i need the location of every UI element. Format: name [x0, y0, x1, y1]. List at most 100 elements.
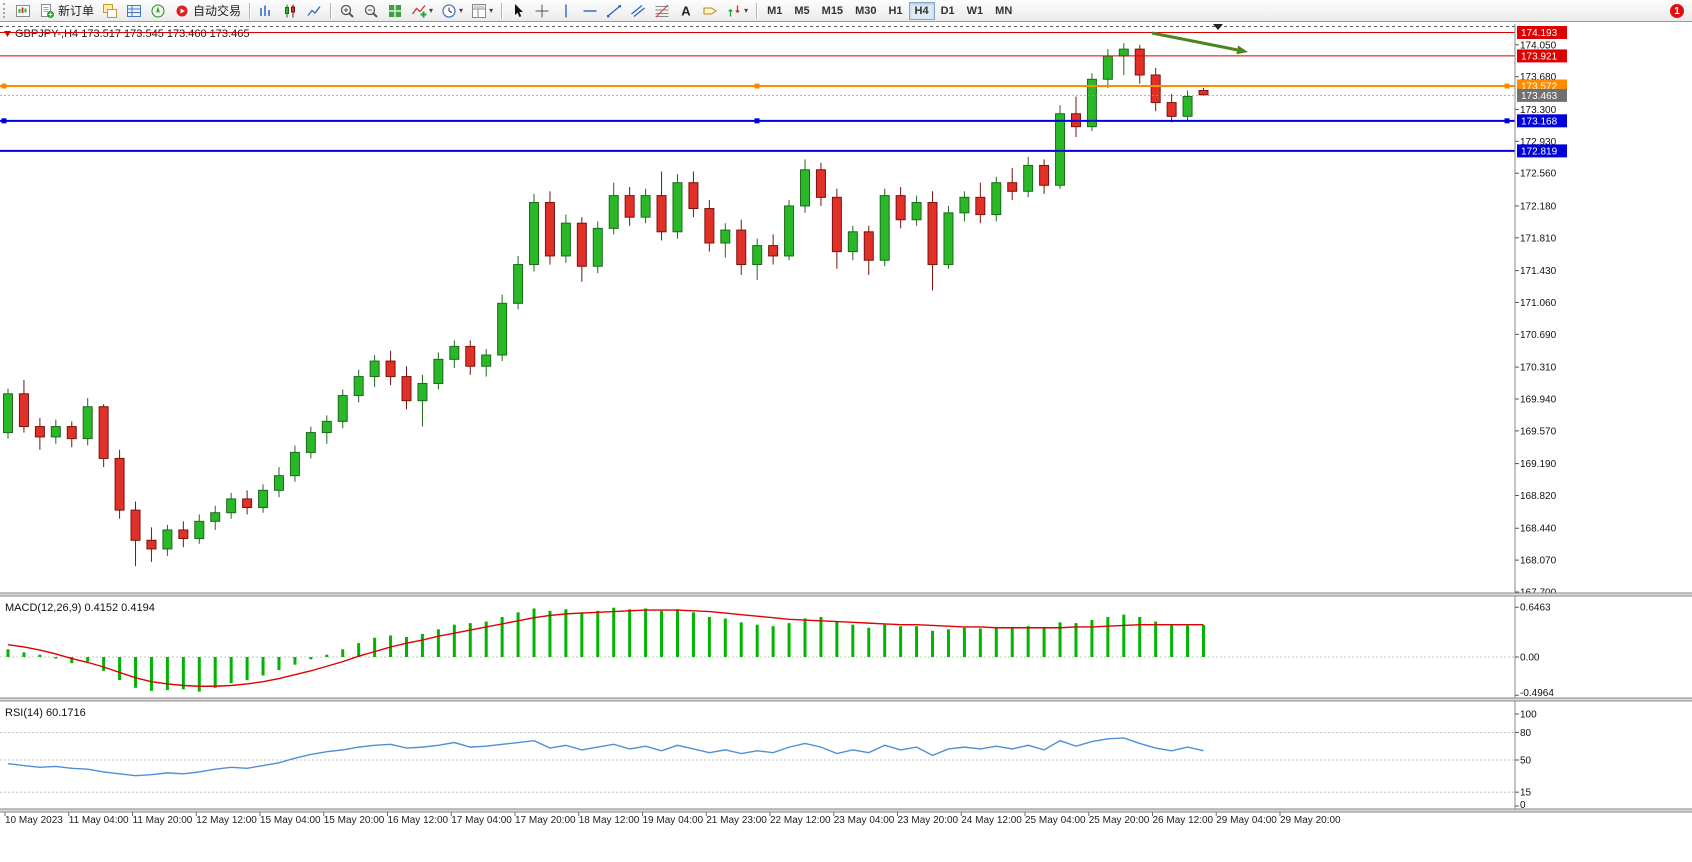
macd-panel: MACD(12,26,9) 0.4152 0.4194 [0, 602, 1515, 692]
fibonacci-button[interactable] [650, 1, 674, 21]
candle-body [417, 382, 428, 402]
charts-cascade-button[interactable] [98, 1, 122, 21]
price-axis-label: 173.680 [1520, 72, 1557, 83]
macd-histogram-bar [213, 657, 217, 688]
periods-button[interactable]: ▾ [437, 1, 467, 21]
macd-histogram-bar [500, 616, 504, 657]
rsi-scale-label: 0 [1520, 800, 1526, 811]
time-axis-label: 25 May 04:00 [1025, 815, 1086, 826]
candle-body [863, 231, 874, 261]
candlestick-chart-button[interactable] [278, 1, 302, 21]
bar-chart-button[interactable] [254, 1, 278, 21]
timeframe-button-h4[interactable]: H4 [908, 1, 935, 20]
navigator-button[interactable] [146, 1, 170, 21]
timeframe-button-m30[interactable]: M30 [849, 2, 882, 20]
macd-histogram-bar [325, 654, 329, 657]
trendline-button[interactable] [602, 1, 626, 21]
tile-windows-button[interactable] [383, 1, 407, 21]
candle-body [513, 264, 524, 304]
price-axis-label: 171.430 [1520, 266, 1557, 277]
horizontal-line-button[interactable] [578, 1, 602, 21]
macd-histogram-bar [755, 624, 759, 657]
zoom-out-button[interactable] [359, 1, 383, 21]
macd-histogram-bar [915, 626, 919, 657]
macd-histogram-bar [149, 657, 153, 691]
equidistant-channel-button[interactable] [626, 1, 650, 21]
candle-body [178, 529, 189, 540]
rsi-scale-label: 15 [1520, 788, 1532, 799]
macd-histogram-bar [580, 612, 584, 657]
crosshair-button[interactable] [530, 1, 554, 21]
candle-body [98, 406, 109, 459]
toolbar-grip[interactable] [3, 3, 8, 18]
time-axis[interactable]: 10 May 2023 11 May 04:00 11 May 20:00 12 Ma… [4, 812, 1341, 826]
line-handle[interactable] [1, 118, 7, 124]
panel-separator[interactable] [0, 593, 1692, 596]
time-axis-label: 29 May 04:00 [1216, 815, 1277, 826]
candle-body [433, 358, 444, 384]
vertical-line-button[interactable] [554, 1, 578, 21]
text-label-button[interactable] [698, 1, 722, 21]
price-tag-label: 173.168 [1521, 116, 1558, 127]
panel-separator[interactable] [0, 809, 1692, 812]
autotrading-label: 自动交易 [193, 4, 242, 18]
indicators-button[interactable]: ▾ [407, 1, 437, 21]
trend-arrow-object[interactable] [1151, 31, 1238, 52]
line-handle[interactable] [754, 83, 760, 89]
line-chart-button[interactable] [302, 1, 326, 21]
time-axis-label: 17 May 20:00 [515, 815, 576, 826]
candle-body [321, 420, 332, 434]
macd-histogram-bar [1042, 627, 1046, 657]
price-tag-label: 172.819 [1521, 146, 1558, 157]
timeframe-button-m1[interactable]: M1 [761, 2, 788, 20]
candle-body [465, 345, 476, 367]
arrows-button[interactable]: ▾ [722, 1, 752, 21]
macd-histogram-bar [229, 657, 233, 684]
text-button[interactable]: A [674, 1, 698, 21]
candle-body [672, 182, 683, 233]
macd-histogram-bar [102, 657, 106, 671]
candle-body [1023, 164, 1034, 192]
candle-body [3, 393, 13, 434]
new-chart-button[interactable] [11, 1, 35, 21]
panel-separator[interactable] [0, 698, 1692, 701]
chart-canvas[interactable]: GBPJPY-,H4 173.517 173.545 173.460 173.4… [0, 22, 1692, 862]
title-marker-icon [4, 31, 11, 37]
crosshair-icon [534, 3, 550, 19]
macd-scale-label: -0.4964 [1520, 688, 1554, 699]
line-handle[interactable] [754, 118, 760, 124]
timeframe-button-d1[interactable]: D1 [935, 2, 961, 20]
macd-histogram-bar [739, 622, 743, 657]
templates-button[interactable]: ▾ [467, 1, 497, 21]
zoom-in-button[interactable] [335, 1, 359, 21]
timeframe-button-m5[interactable]: M5 [788, 2, 815, 20]
price-axis[interactable]: 174.050 173.680 173.300 172.930 172.560 172.1… [1514, 24, 1567, 812]
timeframe-button-mn[interactable]: MN [989, 2, 1018, 20]
line-handle[interactable] [1, 83, 7, 89]
cursor-button[interactable] [506, 1, 530, 21]
macd-histogram-bar [835, 621, 839, 657]
candle-body [1086, 78, 1097, 128]
cursor-icon [510, 3, 526, 19]
macd-histogram-bar [771, 626, 775, 657]
macd-histogram-bar [1138, 616, 1142, 657]
candle-body [82, 406, 93, 440]
line-handle[interactable] [1504, 118, 1510, 124]
candle-body [114, 457, 125, 511]
timeframe-button-h1[interactable]: H1 [882, 2, 908, 20]
time-axis-label: 22 May 12:00 [770, 815, 831, 826]
line-handle[interactable] [1504, 83, 1510, 89]
dropdown-arrow-icon: ▾ [459, 6, 464, 15]
trend-arrow-head[interactable] [1236, 45, 1248, 55]
market-watch-button[interactable] [122, 1, 146, 21]
new-order-button[interactable]: 新订单 [35, 1, 98, 21]
candle-body [1198, 89, 1209, 96]
timeframe-button-w1[interactable]: W1 [961, 2, 990, 20]
time-axis-label: 26 May 12:00 [1153, 815, 1214, 826]
macd-histogram-bar [1090, 620, 1094, 657]
notification-badge[interactable]: 1 [1670, 4, 1684, 18]
macd-histogram-bar [1154, 621, 1158, 657]
candle-body [736, 229, 747, 266]
autotrading-button[interactable]: 自动交易 [170, 1, 245, 21]
timeframe-button-m15[interactable]: M15 [816, 2, 849, 20]
